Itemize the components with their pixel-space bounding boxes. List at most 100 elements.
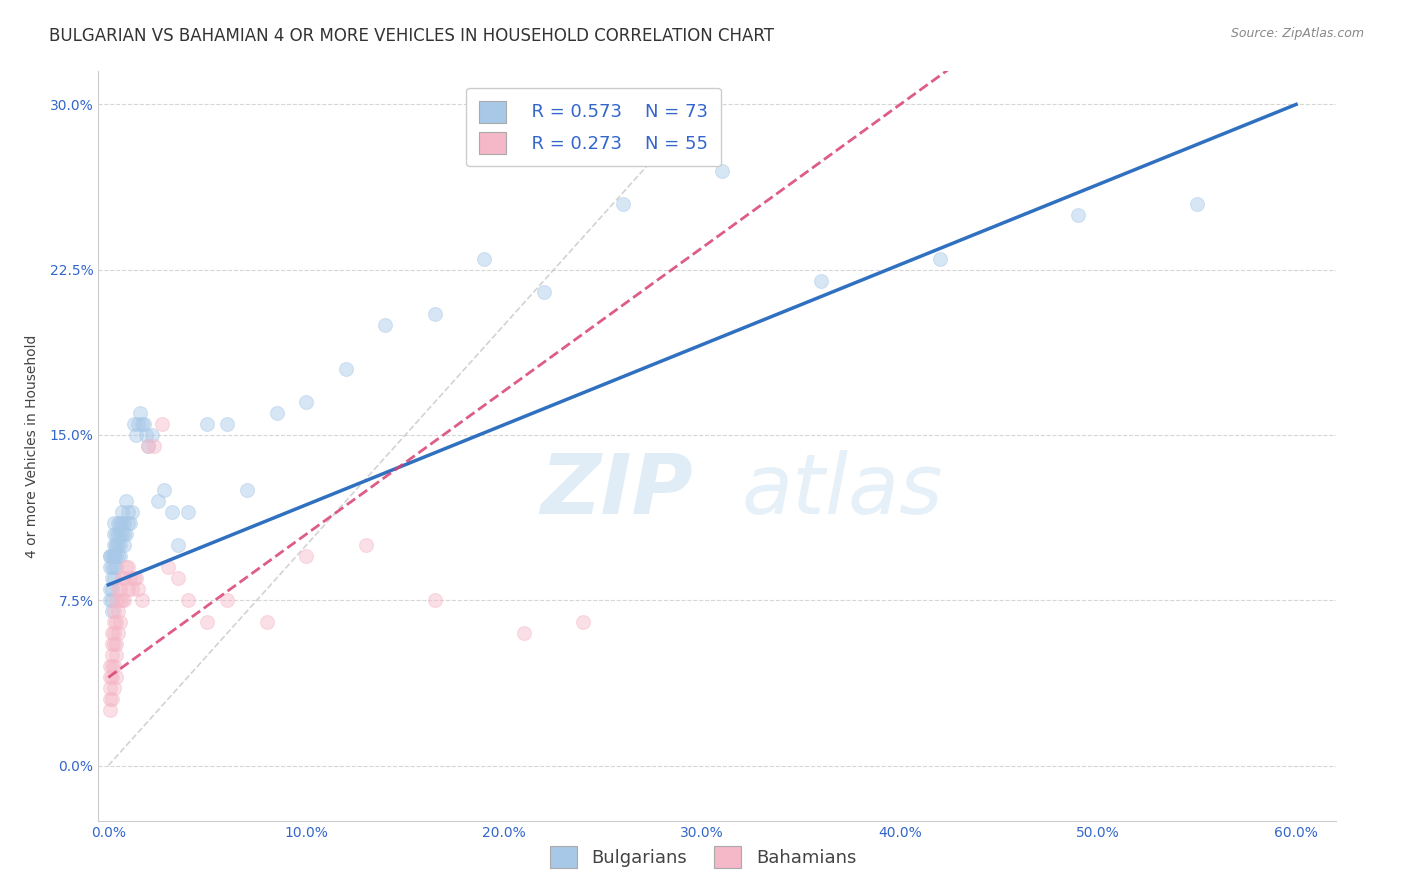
Point	[112, 527, 135, 541]
Point	[115, 494, 138, 508]
Point	[98, 670, 121, 684]
Point	[101, 626, 124, 640]
Point	[108, 593, 131, 607]
Point	[103, 626, 125, 640]
Text: atlas: atlas	[742, 450, 943, 532]
Point	[105, 527, 128, 541]
Legend:   R = 0.573    N = 73,   R = 0.273    N = 55: R = 0.573 N = 73, R = 0.273 N = 55	[465, 88, 721, 166]
Point	[98, 560, 121, 574]
Point	[121, 505, 143, 519]
Point	[120, 571, 142, 585]
Point	[513, 626, 536, 640]
Point	[141, 428, 163, 442]
Point	[111, 516, 134, 530]
Point	[127, 417, 149, 431]
Point	[146, 494, 169, 508]
Point	[107, 516, 129, 530]
Point	[101, 571, 124, 585]
Point	[98, 593, 121, 607]
Point	[127, 582, 149, 597]
Point	[156, 560, 179, 574]
Point	[111, 527, 134, 541]
Point	[98, 681, 121, 696]
Point	[256, 615, 278, 630]
Point	[112, 516, 135, 530]
Point	[101, 604, 124, 618]
Point	[125, 428, 148, 442]
Point	[423, 593, 446, 607]
Point	[131, 417, 153, 431]
Point	[533, 285, 555, 299]
Point	[105, 670, 128, 684]
Point	[98, 582, 121, 597]
Point	[117, 582, 139, 597]
Text: ZIP: ZIP	[540, 450, 692, 532]
Point	[105, 549, 128, 564]
Point	[1185, 196, 1208, 211]
Point	[105, 560, 128, 574]
Point	[423, 307, 446, 321]
Point	[107, 626, 129, 640]
Point	[103, 604, 125, 618]
Point	[117, 516, 139, 530]
Y-axis label: 4 or more Vehicles in Household: 4 or more Vehicles in Household	[24, 334, 38, 558]
Point	[176, 505, 198, 519]
Point	[105, 538, 128, 552]
Point	[105, 538, 128, 552]
Text: Source: ZipAtlas.com: Source: ZipAtlas.com	[1230, 27, 1364, 40]
Point	[101, 692, 124, 706]
Point	[295, 549, 318, 564]
Point	[98, 703, 121, 717]
Point	[152, 483, 174, 497]
Point	[101, 648, 124, 663]
Point	[117, 505, 139, 519]
Point	[103, 549, 125, 564]
Point	[166, 571, 188, 585]
Point	[115, 527, 138, 541]
Point	[612, 196, 634, 211]
Point	[107, 538, 129, 552]
Point	[810, 274, 832, 288]
Point	[101, 549, 124, 564]
Point	[132, 417, 155, 431]
Point	[112, 538, 135, 552]
Point	[120, 516, 142, 530]
Point	[103, 560, 125, 574]
Point	[101, 659, 124, 673]
Point	[217, 593, 239, 607]
Point	[107, 582, 129, 597]
Point	[135, 428, 157, 442]
Point	[101, 670, 124, 684]
Point	[103, 659, 125, 673]
Point	[105, 637, 128, 651]
Point	[103, 516, 125, 530]
Point	[105, 593, 128, 607]
Point	[101, 582, 124, 597]
Point	[125, 571, 148, 585]
Legend: Bulgarians, Bahamians: Bulgarians, Bahamians	[538, 835, 868, 879]
Point	[121, 582, 143, 597]
Point	[131, 593, 153, 607]
Point	[103, 527, 125, 541]
Point	[108, 615, 131, 630]
Point	[711, 163, 734, 178]
Point	[101, 637, 124, 651]
Point	[129, 406, 152, 420]
Point	[108, 516, 131, 530]
Point	[195, 615, 218, 630]
Point	[160, 505, 183, 519]
Point	[136, 439, 159, 453]
Point	[105, 615, 128, 630]
Point	[122, 417, 145, 431]
Point	[101, 593, 124, 607]
Point	[112, 593, 135, 607]
Text: BULGARIAN VS BAHAMIAN 4 OR MORE VEHICLES IN HOUSEHOLD CORRELATION CHART: BULGARIAN VS BAHAMIAN 4 OR MORE VEHICLES…	[49, 27, 775, 45]
Point	[572, 615, 595, 630]
Point	[166, 538, 188, 552]
Point	[122, 571, 145, 585]
Point	[103, 637, 125, 651]
Point	[217, 417, 239, 431]
Point	[108, 527, 131, 541]
Point	[236, 483, 259, 497]
Point	[112, 571, 135, 585]
